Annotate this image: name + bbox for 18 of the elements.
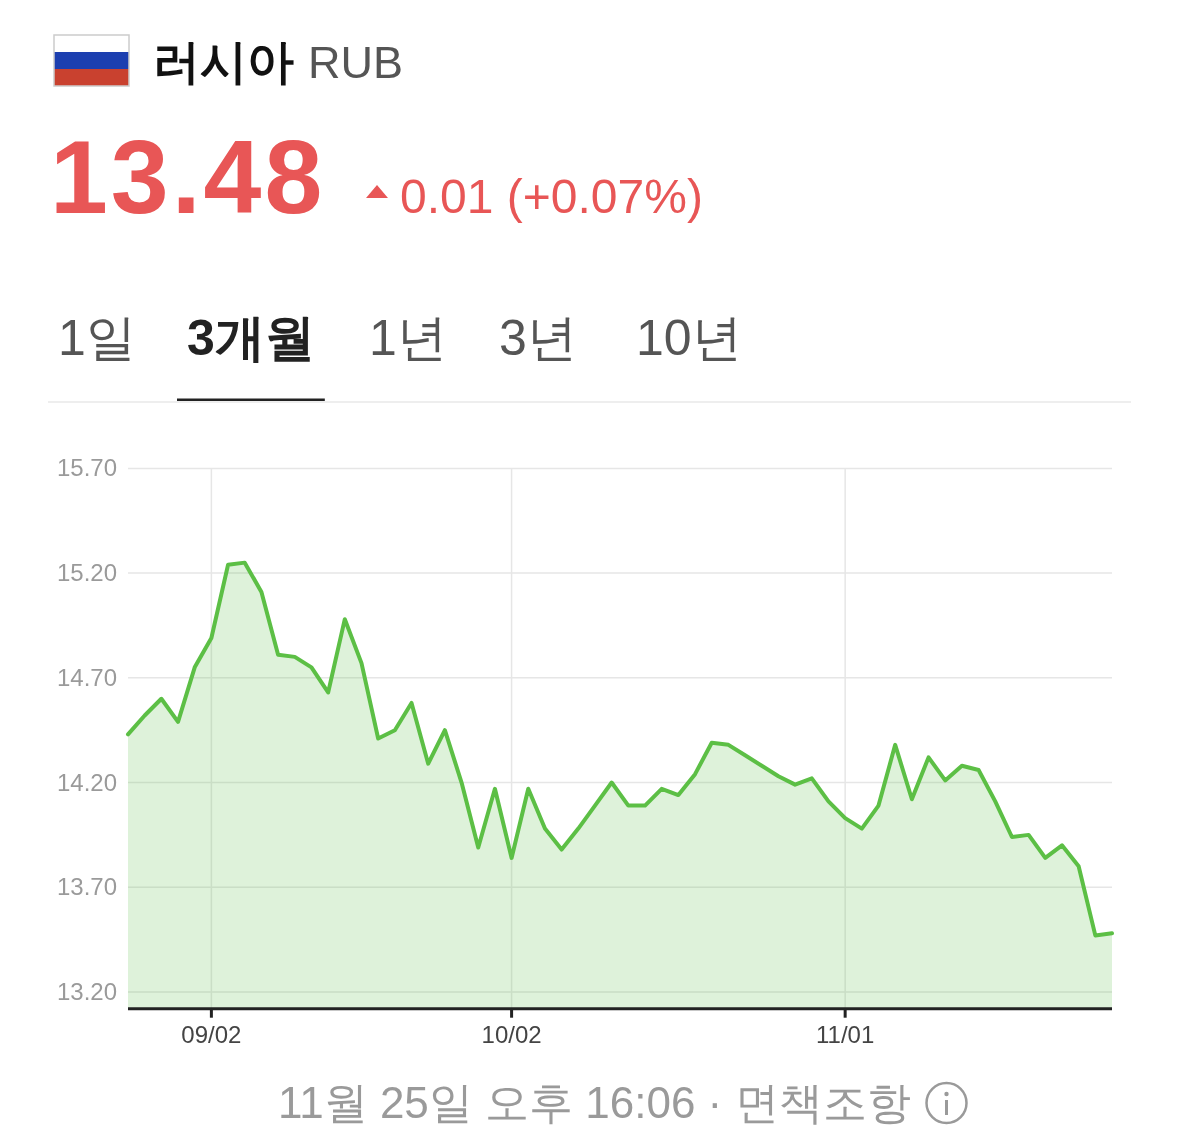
text: 1년 [369,310,447,366]
y-tick-label: 13.70 [56,873,117,901]
y-tick-label: 14.70 [56,663,117,691]
text: 0.01 (+0.07%) [400,170,703,223]
y-tick-label: 15.70 [56,454,117,482]
text: 1일 [58,310,136,366]
text: 13.48 [50,119,326,235]
x-tick-label: 10/02 [481,1021,542,1048]
text: 3개월 [187,310,315,366]
text: 3년 [499,310,577,366]
text: 11월 25일 오후 16:06 · 면책조항 [278,1078,911,1127]
x-tick-label: 11/01 [816,1021,875,1048]
text: 10년 [636,310,742,366]
x-tick-label: 09/02 [181,1021,242,1048]
chart-title: 러시아 RUB [153,35,404,88]
y-tick-label: 15.20 [56,559,117,587]
y-tick-label: 13.20 [56,977,117,1005]
y-tick-label: 14.20 [56,768,117,796]
